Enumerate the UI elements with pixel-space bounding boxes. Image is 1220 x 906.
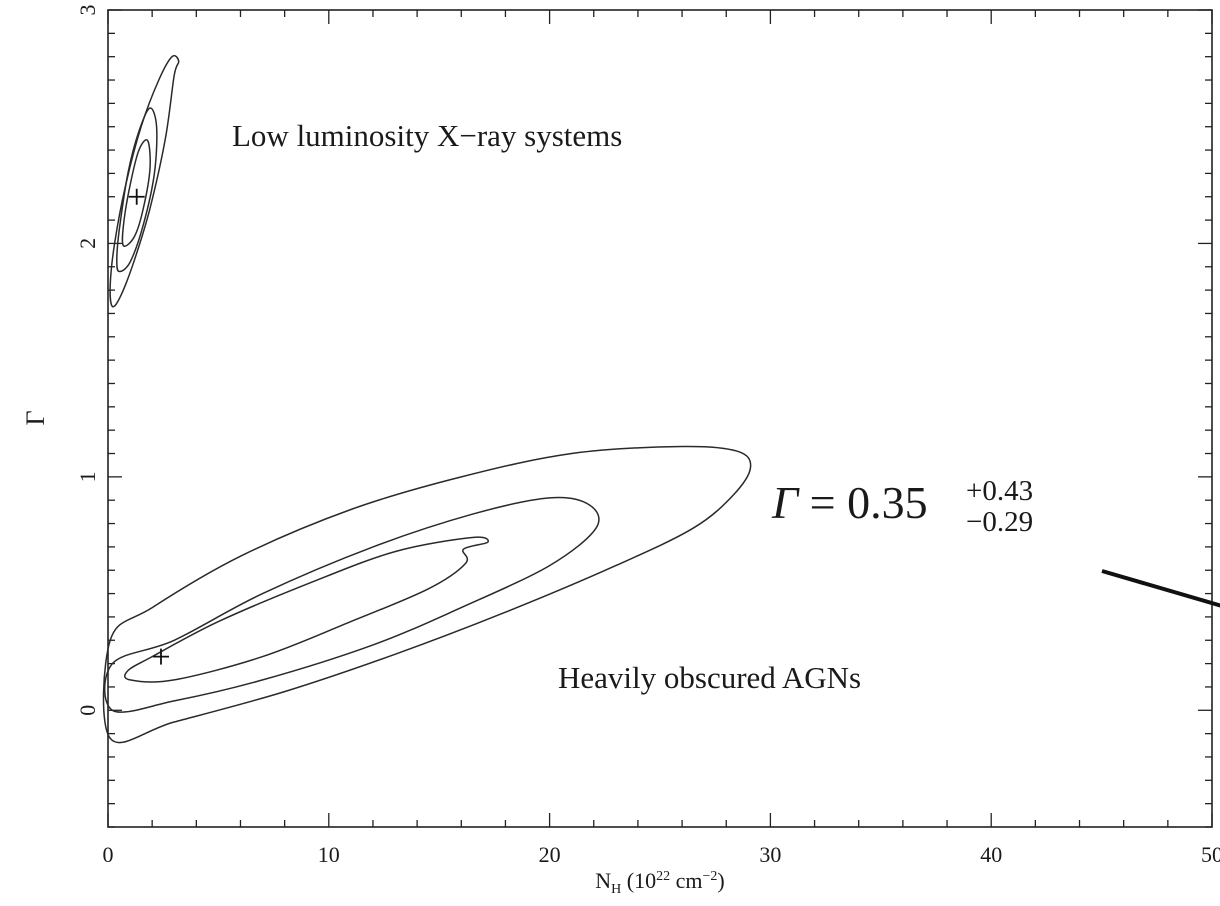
x-axis-label-sub: H: [611, 882, 621, 897]
contour-3: [102, 445, 752, 744]
contour-4: [103, 496, 600, 713]
x-tick-label: 40: [980, 842, 1002, 867]
contour-1: [116, 107, 158, 273]
formula-symbol: Γ: [771, 477, 800, 528]
y-tick-label: 1: [75, 471, 100, 482]
plot-frame: [107, 9, 1213, 828]
pointer-line: [1101, 569, 1220, 608]
best-fit-markers: [128, 188, 169, 665]
x-axis-label: NH (1022 cm−2): [595, 868, 724, 897]
x-tick-label: 30: [759, 842, 781, 867]
x-axis-label-main: N: [595, 868, 611, 893]
x-axis-label-unit: cm: [670, 868, 702, 893]
x-axis-label-close: ): [717, 868, 724, 893]
gamma-formula: Γ = 0.35: [771, 477, 928, 528]
best-fit-marker: [128, 188, 145, 205]
contour-2: [121, 139, 151, 247]
contour-0: [109, 54, 180, 308]
axis-ticks: [107, 9, 1213, 828]
x-tick-label: 50: [1201, 842, 1220, 867]
x-tick-labels: 0 10 20 30 40 50: [103, 842, 1220, 867]
annotation-heavily-obscured: Heavily obscured AGNs: [558, 660, 861, 695]
x-tick-label: 10: [318, 842, 340, 867]
annotation-low-luminosity: Low luminosity X−ray systems: [232, 118, 622, 153]
y-tick-label: 2: [75, 238, 100, 249]
y-axis-label: Γ: [21, 410, 50, 425]
formula-sub: −0.29: [966, 506, 1033, 538]
y-tick-labels: 0 1 2 3: [75, 5, 100, 716]
x-tick-label: 20: [539, 842, 561, 867]
confidence-contours: [102, 54, 752, 744]
x-tick-label: 0: [103, 842, 114, 867]
formula-value: = 0.35: [798, 477, 927, 528]
x-axis-label-exp1: 22: [656, 869, 670, 884]
y-tick-label: 3: [75, 5, 100, 16]
y-tick-label: 0: [75, 705, 100, 716]
formula-sup: +0.43: [966, 475, 1033, 507]
contour-5: [123, 536, 489, 683]
best-fit-marker: [152, 648, 169, 665]
x-axis-label-rest: (10: [621, 868, 656, 893]
x-axis-label-exp2: −2: [703, 869, 718, 884]
